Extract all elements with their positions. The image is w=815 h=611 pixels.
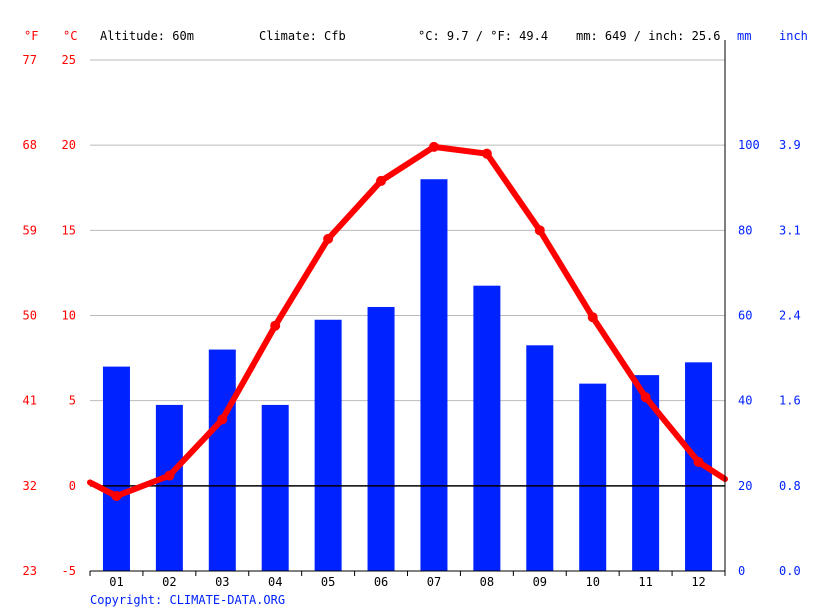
unit-inch-label: inch [779, 29, 808, 43]
celsius-tick-label: 0 [69, 479, 76, 493]
unit-celsius-label: °C [63, 29, 77, 43]
temperature-point [111, 491, 122, 502]
mm-tick-label: 0 [738, 564, 745, 578]
inch-tick-label: 0.8 [779, 479, 801, 493]
temperature-line [87, 141, 728, 502]
precipitation-bar [473, 285, 501, 571]
temperature-point [587, 312, 598, 323]
fahrenheit-tick-label: 77 [23, 53, 37, 67]
month-label: 04 [268, 575, 282, 589]
precipitation-bar [526, 345, 554, 571]
temperature-point [640, 392, 651, 403]
fahrenheit-tick-label: 50 [23, 309, 37, 323]
celsius-tick-label: 5 [69, 394, 76, 408]
celsius-tick-label: 25 [62, 53, 76, 67]
month-label: 08 [480, 575, 494, 589]
temperature-point [217, 414, 228, 425]
temperature-series-line [87, 143, 728, 500]
altitude-label: Altitude: 60m [100, 29, 194, 43]
precipitation-bar [155, 404, 183, 571]
month-label: 02 [162, 575, 176, 589]
temperature-point [270, 320, 281, 331]
precip-total-label: mm: 649 / inch: 25.6 [576, 29, 721, 43]
celsius-tick-label: 20 [62, 138, 76, 152]
temperature-point [323, 233, 334, 244]
month-label: 12 [691, 575, 705, 589]
fahrenheit-tick-label: 41 [23, 394, 37, 408]
precipitation-bar [367, 306, 395, 571]
celsius-tick-label: 15 [62, 223, 76, 237]
temperature-point [481, 148, 492, 159]
inch-tick-label: 1.6 [779, 394, 801, 408]
month-label: 09 [533, 575, 547, 589]
axes: -5 23 0 32 5 41 10 50 15 59 20 68 25 77 0 0.0 20 0.8 40 1.6… [23, 40, 801, 589]
temperature-point [693, 456, 704, 467]
precipitation-bar [261, 404, 289, 571]
unit-mm-label: mm [737, 29, 751, 43]
precipitation-bar [208, 349, 236, 571]
precipitation-bars [102, 179, 713, 571]
unit-fahrenheit-label: °F [24, 29, 38, 43]
climate-label: Climate: Cfb [259, 29, 346, 43]
mm-tick-label: 20 [738, 479, 752, 493]
fahrenheit-tick-label: 68 [23, 138, 37, 152]
inch-tick-label: 3.1 [779, 223, 801, 237]
celsius-tick-label: 10 [62, 309, 76, 323]
month-label: 03 [215, 575, 229, 589]
mm-tick-label: 80 [738, 223, 752, 237]
mm-tick-label: 100 [738, 138, 760, 152]
fahrenheit-tick-label: 32 [23, 479, 37, 493]
temperature-point [164, 470, 175, 481]
month-label: 05 [321, 575, 335, 589]
fahrenheit-tick-label: 23 [23, 564, 37, 578]
month-label: 06 [374, 575, 388, 589]
celsius-tick-label: -5 [62, 564, 76, 578]
inch-tick-label: 3.9 [779, 138, 801, 152]
mm-tick-label: 40 [738, 394, 752, 408]
avg-temp-label: °C: 9.7 / °F: 49.4 [418, 29, 548, 43]
inch-tick-label: 2.4 [779, 309, 801, 323]
grid-lines [90, 59, 725, 402]
copyright-text: Copyright: CLIMATE-DATA.ORG [90, 593, 285, 607]
month-label: 01 [109, 575, 123, 589]
precipitation-bar [314, 319, 342, 571]
month-label: 11 [638, 575, 652, 589]
month-label: 10 [585, 575, 599, 589]
temperature-point [534, 225, 545, 236]
temperature-point [376, 175, 387, 186]
mm-tick-label: 60 [738, 309, 752, 323]
fahrenheit-tick-label: 59 [23, 223, 37, 237]
month-label: 07 [427, 575, 441, 589]
precipitation-bar [102, 366, 130, 571]
temperature-point [428, 141, 439, 152]
inch-tick-label: 0.0 [779, 564, 801, 578]
precipitation-bar [579, 383, 607, 571]
precipitation-bar [420, 179, 448, 571]
